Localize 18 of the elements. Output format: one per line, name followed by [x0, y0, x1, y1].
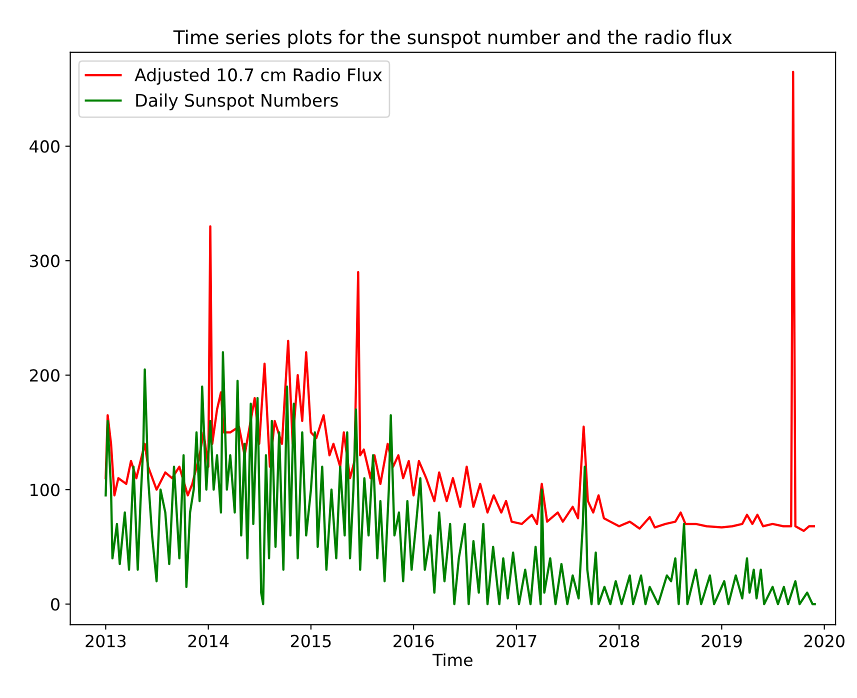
x-tick-label: 2016: [394, 634, 434, 648]
x-tick-label: 2015: [290, 634, 331, 648]
y-tick-label: 200: [30, 369, 60, 382]
legend-label: Adjusted 10.7 cm Radio Flux: [134, 68, 382, 85]
legend-label: Daily Sunspot Numbers: [136, 93, 338, 110]
y-tick-label: 300: [30, 254, 60, 268]
x-tick-label: 2020: [804, 634, 844, 648]
x-tick-label: 2013: [86, 634, 126, 648]
x-tick-label: 2014: [188, 634, 229, 648]
x-axis-title: Time: [432, 653, 472, 666]
x-tick-label: 2018: [599, 634, 640, 648]
chart-title: Time series plots for the sunspot number and the radio flux: [173, 30, 732, 48]
y-tick-label: 400: [30, 140, 60, 153]
x-tick-label: 2019: [702, 634, 742, 648]
y-tick-label: 0: [51, 598, 60, 611]
x-tick-label: 2017: [496, 634, 536, 648]
line-series: [104, 351, 816, 606]
y-tick-label: 100: [30, 484, 60, 496]
